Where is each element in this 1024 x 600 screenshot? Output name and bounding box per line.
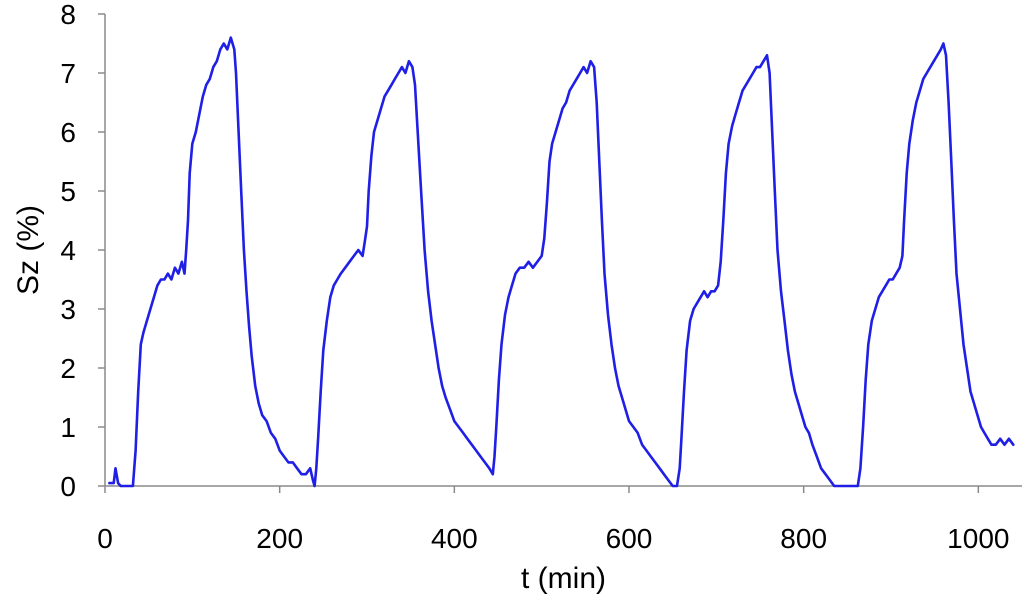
y-tick-label: 2 [60, 353, 76, 384]
x-tick-label: 1000 [947, 523, 1009, 554]
plot-area: 0 200 400 600 800 1000 0 1 2 3 4 5 6 7 8 [60, 0, 1022, 554]
y-tick-label: 4 [60, 235, 76, 266]
y-tick-label: 5 [60, 176, 76, 207]
series-line-1 [108, 36, 1015, 488]
x-tick-label: 0 [97, 523, 113, 554]
y-tick-label: 0 [60, 471, 76, 502]
y-tick-label: 7 [60, 58, 76, 89]
x-ticks: 0 200 400 600 800 1000 [97, 486, 1009, 554]
x-tick-label: 800 [780, 523, 827, 554]
y-tick-label: 8 [60, 0, 76, 30]
x-tick-label: 600 [606, 523, 653, 554]
x-tick-label: 200 [256, 523, 303, 554]
y-tick-label: 1 [60, 412, 76, 443]
y-tick-label: 3 [60, 294, 76, 325]
x-axis-title: t (min) [521, 562, 606, 595]
y-tick-label: 6 [60, 117, 76, 148]
series-group [108, 36, 1015, 488]
x-tick-label: 400 [431, 523, 478, 554]
y-ticks: 0 1 2 3 4 5 6 7 8 [60, 0, 105, 502]
y-axis-title: Sz (%) [12, 205, 45, 295]
